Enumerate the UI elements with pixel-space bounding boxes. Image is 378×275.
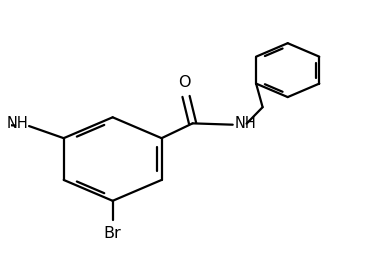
Text: NH: NH bbox=[6, 116, 28, 131]
Text: Br: Br bbox=[104, 226, 121, 241]
Text: O: O bbox=[178, 75, 191, 90]
Text: NH: NH bbox=[234, 116, 256, 131]
